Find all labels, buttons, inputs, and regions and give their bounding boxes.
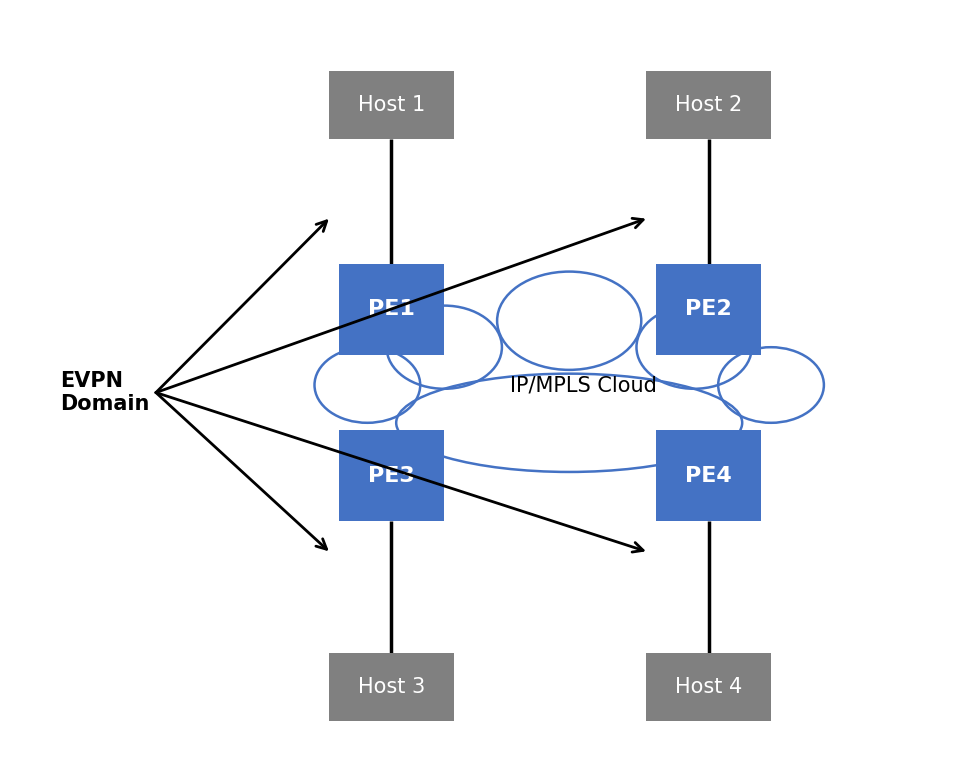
FancyBboxPatch shape [646, 71, 771, 139]
Text: PE2: PE2 [685, 300, 732, 320]
Text: PE4: PE4 [685, 466, 732, 486]
Ellipse shape [497, 272, 642, 370]
Text: Host 1: Host 1 [358, 95, 425, 116]
Text: Host 3: Host 3 [358, 678, 425, 698]
FancyBboxPatch shape [338, 264, 445, 355]
FancyBboxPatch shape [338, 430, 445, 521]
FancyBboxPatch shape [656, 430, 761, 521]
Ellipse shape [637, 306, 752, 389]
Ellipse shape [386, 306, 502, 389]
Text: PE3: PE3 [368, 466, 414, 486]
Ellipse shape [315, 347, 420, 423]
Text: Host 4: Host 4 [675, 678, 742, 698]
FancyBboxPatch shape [656, 264, 761, 355]
Ellipse shape [719, 347, 824, 423]
FancyBboxPatch shape [329, 654, 453, 721]
Text: EVPN
Domain: EVPN Domain [59, 371, 149, 414]
FancyBboxPatch shape [646, 654, 771, 721]
Text: PE1: PE1 [368, 300, 414, 320]
Text: Host 2: Host 2 [675, 95, 742, 116]
Ellipse shape [396, 373, 742, 472]
FancyBboxPatch shape [329, 71, 453, 139]
Text: IP/MPLS Cloud: IP/MPLS Cloud [510, 375, 657, 395]
